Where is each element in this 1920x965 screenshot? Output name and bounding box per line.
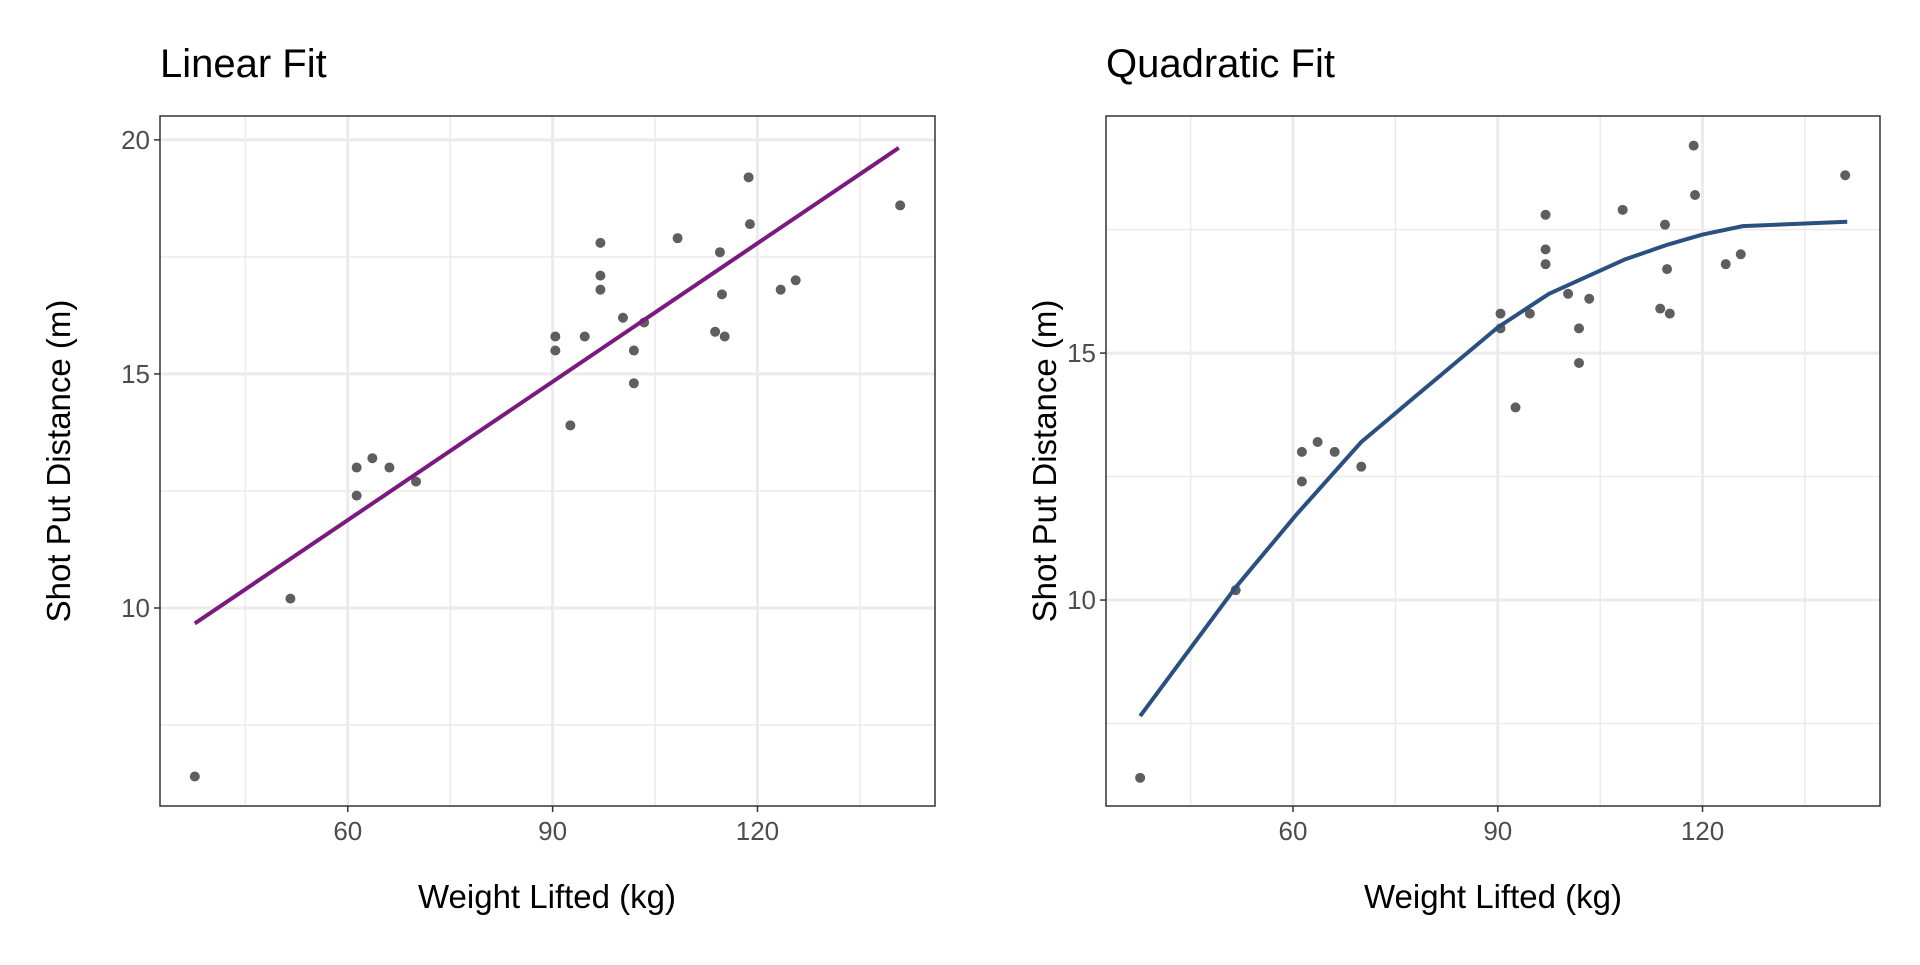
data-point <box>672 233 683 244</box>
data-point <box>367 453 378 464</box>
data-point <box>628 378 639 389</box>
data-point <box>1540 259 1551 270</box>
data-point <box>1540 209 1551 220</box>
data-point <box>285 593 296 604</box>
data-point <box>1574 323 1584 334</box>
data-point <box>1660 219 1670 230</box>
data-point <box>1690 190 1701 201</box>
data-point <box>189 771 200 782</box>
panel-title: Linear Fit <box>160 42 327 86</box>
x-axis-title: Weight Lifted (kg) <box>418 878 676 915</box>
data-point <box>1312 436 1323 447</box>
data-point <box>1356 461 1367 472</box>
data-point <box>1524 308 1535 319</box>
data-point <box>617 312 628 323</box>
data-point <box>1584 293 1595 304</box>
data-point <box>1296 476 1307 487</box>
data-point <box>595 237 606 248</box>
data-point <box>1664 308 1675 319</box>
data-point <box>1329 446 1340 457</box>
x-tick-label: 90 <box>538 816 567 846</box>
x-tick-label: 120 <box>736 816 779 846</box>
data-point <box>1617 204 1628 215</box>
data-point <box>351 490 362 501</box>
data-point <box>550 345 561 356</box>
data-point <box>628 345 639 356</box>
data-point <box>1840 170 1851 181</box>
data-point <box>775 284 786 295</box>
x-tick-label: 60 <box>1279 816 1308 846</box>
data-point <box>1296 446 1307 457</box>
data-point <box>595 270 606 281</box>
data-point <box>1655 303 1666 314</box>
panel-title: Quadratic Fit <box>1106 42 1335 86</box>
data-point <box>384 462 395 473</box>
data-point <box>1540 244 1551 255</box>
data-point <box>1563 288 1574 299</box>
panel-border <box>1105 115 1881 807</box>
y-axis-title: Shot Put Distance (m) <box>40 300 77 623</box>
data-point <box>411 476 422 487</box>
data-point <box>710 326 721 337</box>
y-tick-label: 10 <box>1067 585 1096 615</box>
data-point <box>716 289 727 300</box>
data-point <box>1495 308 1506 319</box>
data-point <box>1662 264 1673 275</box>
x-tick-label: 90 <box>1483 816 1512 846</box>
data-point <box>895 200 906 211</box>
quadratic-fit-panel: Quadratic Fit Weight Lifted (kg) Shot Pu… <box>1026 42 1881 915</box>
data-point <box>1135 772 1146 783</box>
data-point <box>1510 402 1521 413</box>
data-point <box>1688 140 1699 151</box>
data-point <box>744 219 755 230</box>
panel-border <box>159 115 936 807</box>
data-point <box>579 331 590 342</box>
data-point <box>550 331 561 342</box>
y-tick-label: 10 <box>121 593 150 623</box>
data-point <box>1574 357 1584 368</box>
x-tick-label: 120 <box>1681 816 1724 846</box>
y-tick-label: 15 <box>121 359 150 389</box>
y-tick-label: 20 <box>121 125 150 155</box>
data-point <box>743 172 754 183</box>
linear-fit-panel: Linear Fit Weight Lifted (kg) Shot Put D… <box>40 42 936 915</box>
x-tick-label: 60 <box>333 816 362 846</box>
plot-background <box>1106 116 1880 806</box>
data-point <box>1735 249 1746 260</box>
x-axis-title: Weight Lifted (kg) <box>1364 878 1622 915</box>
data-point <box>1720 259 1731 270</box>
y-axis-title: Shot Put Distance (m) <box>1026 300 1063 623</box>
fit-line <box>193 146 900 626</box>
data-point <box>719 331 730 342</box>
y-tick-label: 15 <box>1067 338 1096 368</box>
fit-line <box>1138 219 1848 718</box>
plot-background <box>160 116 935 806</box>
data-point <box>351 462 362 473</box>
data-point <box>565 420 576 431</box>
data-point <box>595 284 606 295</box>
data-point <box>790 275 801 286</box>
data-point <box>714 247 725 258</box>
